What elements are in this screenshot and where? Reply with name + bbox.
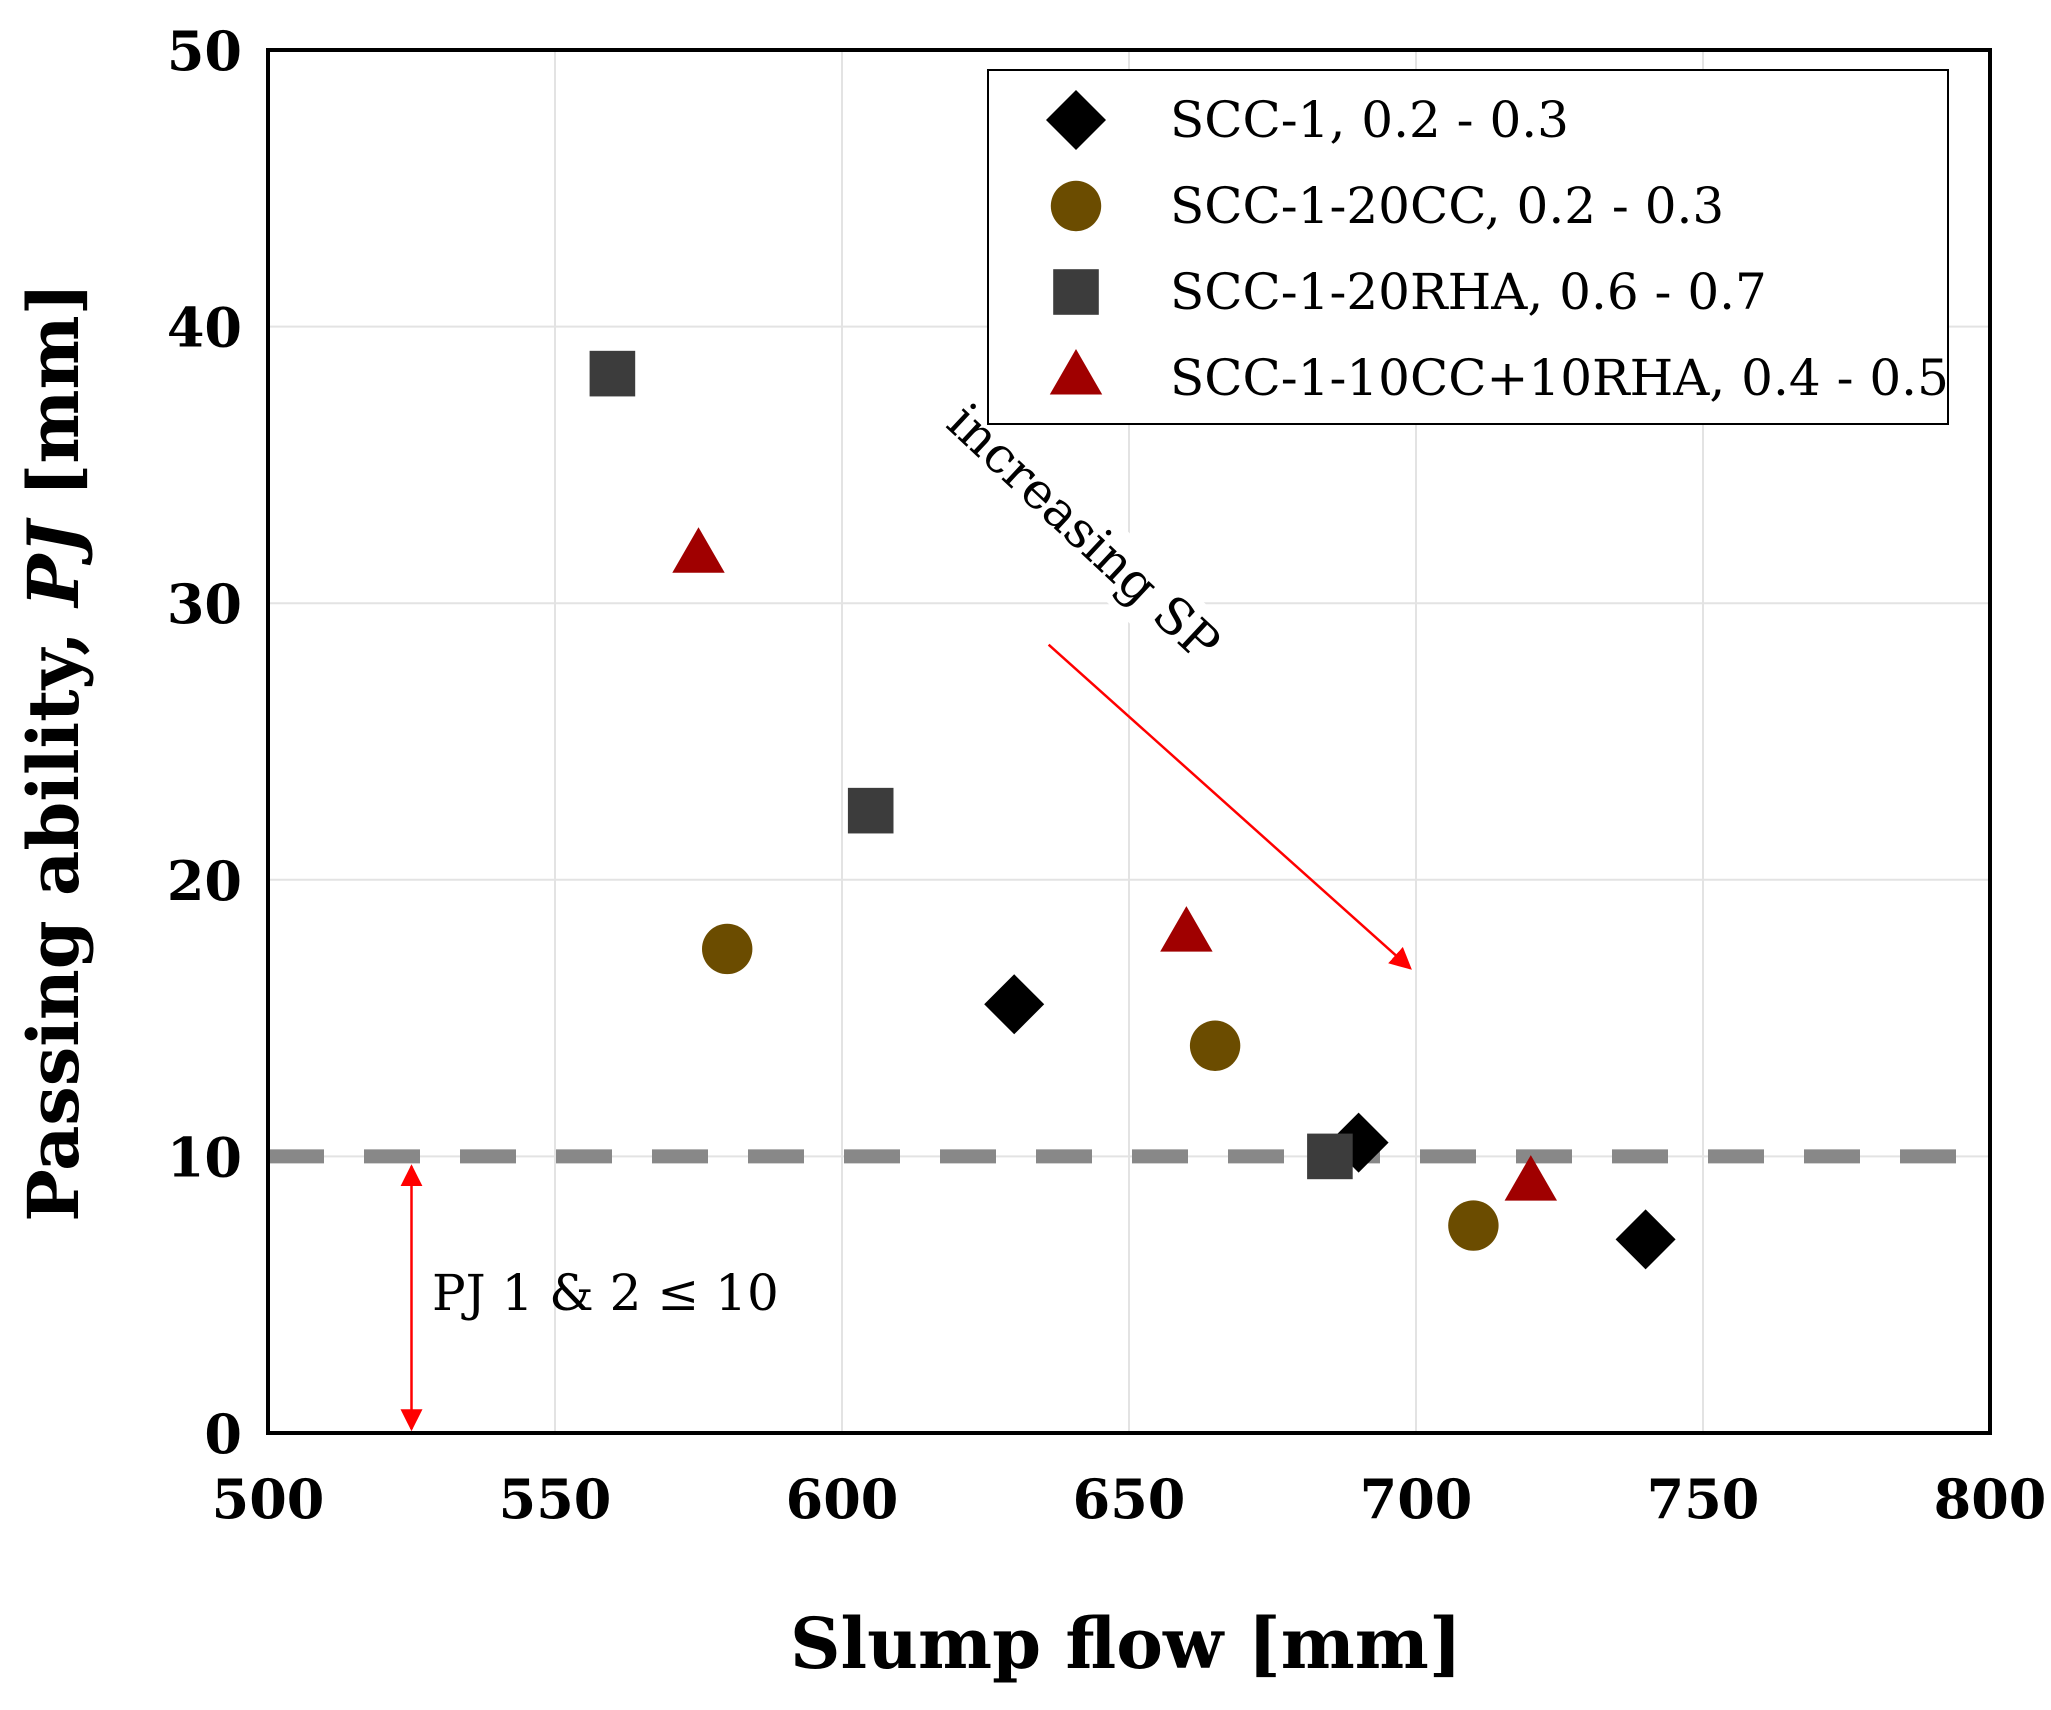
data-point-s1-2 <box>1448 1200 1499 1251</box>
data-point-s2-2 <box>1307 1133 1353 1180</box>
x-tick-label-750: 750 <box>1647 1467 1760 1531</box>
increasing-sp-label-group: increasing SP <box>936 392 1231 673</box>
y-axis-title-prefix: Passing ability, <box>12 607 95 1222</box>
plot-frame-rect <box>266 48 1992 1435</box>
data-point-s3-0 <box>672 527 725 573</box>
legend-label-1: SCC-1-20CC, 0.2 - 0.3 <box>1170 177 1724 235</box>
x-tick-label-500: 500 <box>212 1467 325 1531</box>
y-tick-label-20: 20 <box>167 849 242 913</box>
series-2-points <box>589 350 1353 1180</box>
legend: SCC-1, 0.2 - 0.3 SCC-1-20CC, 0.2 - 0.3 SCC… <box>987 69 1949 425</box>
data-point-s1-0 <box>702 923 753 975</box>
series-0-points <box>984 974 1676 1270</box>
y-tick-label-30: 30 <box>167 572 242 636</box>
axis-titles: Slump flow [mm] Passing ability, PJ [mm] <box>12 282 1462 1685</box>
y-axis-title-suffix: [mm] <box>12 282 95 521</box>
y-tick-label-40: 40 <box>167 296 242 360</box>
legend-marker-3 <box>1049 349 1103 395</box>
pj-limit-label: PJ 1 & 2 ≤ 10 <box>432 1264 779 1322</box>
legend-label-2: SCC-1-20RHA, 0.6 - 0.7 <box>1170 263 1767 321</box>
y-tick-label-10: 10 <box>167 1125 242 1189</box>
y-tick-label-0: 0 <box>204 1402 242 1466</box>
increasing-sp-label: increasing SP <box>936 392 1231 673</box>
legend-marker-1 <box>1050 180 1102 232</box>
x-tick-label-800: 800 <box>1934 1467 2047 1531</box>
legend-label-0: SCC-1, 0.2 - 0.3 <box>1170 91 1569 149</box>
x-axis-title: Slump flow [mm] <box>790 1602 1462 1685</box>
x-tick-label-700: 700 <box>1360 1467 1473 1531</box>
series-3-points <box>672 527 1558 1201</box>
legend-label-3: SCC-1-10CC+10RHA, 0.4 - 0.5 <box>1170 349 1949 407</box>
annotation-layer: increasing SP PJ 1 & 2 ≤ 10 <box>400 392 1412 1432</box>
x-tick-label-550: 550 <box>499 1467 612 1531</box>
data-point-s0-2 <box>1615 1209 1676 1270</box>
data-point-s2-1 <box>847 787 894 834</box>
data-point-s3-1 <box>1160 906 1213 952</box>
plot-frame <box>266 48 1992 1435</box>
legend-marker-2 <box>1053 269 1099 315</box>
increasing-sp-arrow <box>1047 643 1412 970</box>
data-point-s3-2 <box>1504 1155 1558 1201</box>
tick-labels: 500 550 600 650 700 750 800 0 10 20 30 40 50 <box>167 19 2047 1531</box>
y-axis-title: Passing ability, PJ [mm] <box>12 282 95 1221</box>
legend-box <box>987 69 1949 425</box>
legend-marker-0 <box>1046 90 1106 150</box>
y-axis-title-italic: PJ <box>12 517 95 609</box>
data-point-s0-0 <box>984 974 1045 1035</box>
data-point-s2-0 <box>589 350 636 397</box>
data-point-s1-1 <box>1189 1020 1241 1071</box>
x-tick-label-650: 650 <box>1073 1467 1186 1531</box>
x-tick-label-600: 600 <box>786 1467 899 1531</box>
increasing-sp-label-bg <box>939 397 1226 671</box>
y-tick-label-50: 50 <box>167 19 242 83</box>
series-1-points <box>702 923 1499 1251</box>
data-marks <box>589 350 1676 1270</box>
